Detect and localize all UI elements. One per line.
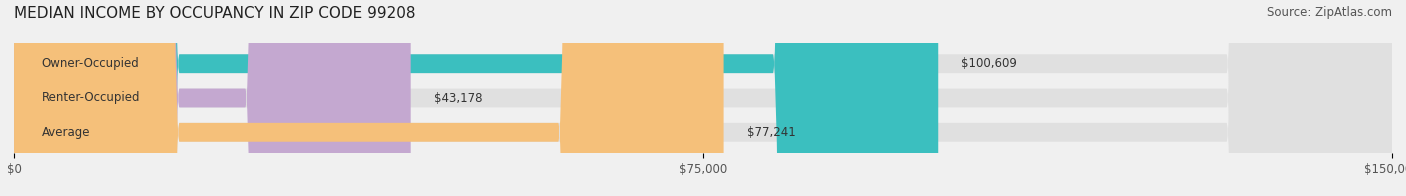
FancyBboxPatch shape bbox=[14, 0, 1392, 196]
Text: Average: Average bbox=[42, 126, 90, 139]
FancyBboxPatch shape bbox=[14, 0, 1392, 196]
Text: MEDIAN INCOME BY OCCUPANCY IN ZIP CODE 99208: MEDIAN INCOME BY OCCUPANCY IN ZIP CODE 9… bbox=[14, 6, 416, 21]
Text: Owner-Occupied: Owner-Occupied bbox=[42, 57, 139, 70]
FancyBboxPatch shape bbox=[14, 0, 724, 196]
FancyBboxPatch shape bbox=[14, 0, 1392, 196]
Text: Renter-Occupied: Renter-Occupied bbox=[42, 92, 141, 104]
Text: $100,609: $100,609 bbox=[962, 57, 1017, 70]
Text: Source: ZipAtlas.com: Source: ZipAtlas.com bbox=[1267, 6, 1392, 19]
FancyBboxPatch shape bbox=[14, 0, 411, 196]
Text: $43,178: $43,178 bbox=[433, 92, 482, 104]
Text: $77,241: $77,241 bbox=[747, 126, 796, 139]
FancyBboxPatch shape bbox=[14, 0, 938, 196]
